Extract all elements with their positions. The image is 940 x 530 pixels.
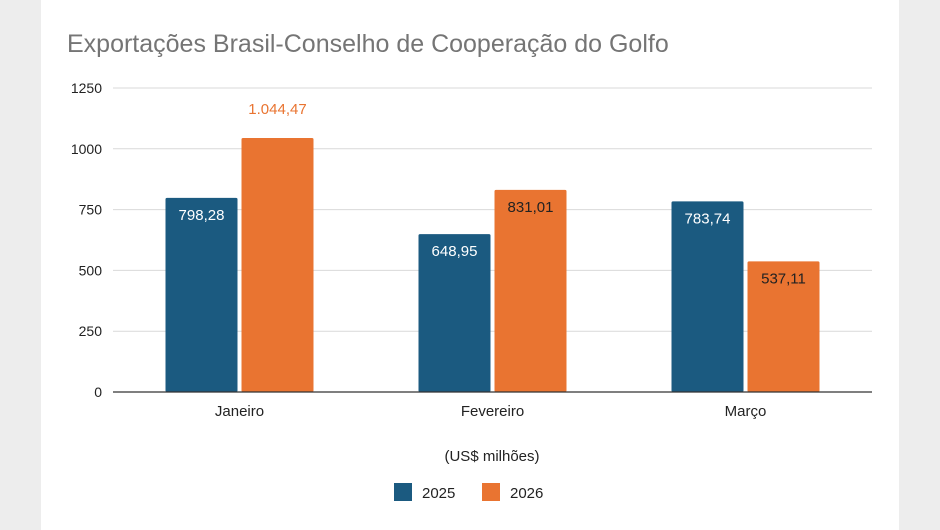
legend-label-2026: 2026 xyxy=(510,485,543,502)
y-tick-label-250: 250 xyxy=(79,323,103,339)
legend: 2025 2026 xyxy=(394,483,543,502)
y-tick-label-750: 750 xyxy=(79,202,103,218)
bars xyxy=(165,137,820,392)
bar-2026-0 xyxy=(241,137,314,392)
y-axis-ticks: 0 250 500 750 1000 1250 xyxy=(71,80,102,400)
data-label-2025-0: 798,28 xyxy=(179,207,225,224)
data-label-2026-0: 1.044,47 xyxy=(248,101,306,118)
data-label-2026-2: 537,11 xyxy=(761,270,806,287)
data-label-2025-2: 783,74 xyxy=(685,210,731,227)
chart-card: Exportações Brasil-Conselho de Cooperaçã… xyxy=(41,0,899,530)
legend-swatch-2025 xyxy=(394,483,412,501)
bar-2025-2 xyxy=(671,201,744,392)
category-label-2: Março xyxy=(725,403,767,420)
bar-2025-0 xyxy=(165,197,238,392)
y-tick-label-1250: 1250 xyxy=(71,80,102,96)
category-label-1: Fevereiro xyxy=(461,403,524,420)
gridlines xyxy=(113,87,872,332)
data-label-2025-1: 648,95 xyxy=(432,243,478,260)
data-labels: 798,28 1.044,47 648,95 831,01 783,74 537,11 xyxy=(179,101,806,287)
legend-label-2025: 2025 xyxy=(422,485,455,502)
y-tick-label-500: 500 xyxy=(79,262,103,278)
chart-title: Exportações Brasil-Conselho de Cooperaçã… xyxy=(67,30,669,58)
legend-swatch-2026 xyxy=(482,483,500,501)
bar-2025-1 xyxy=(418,234,491,392)
y-tick-label-1000: 1000 xyxy=(71,141,102,157)
chart: Exportações Brasil-Conselho de Cooperaçã… xyxy=(67,30,872,502)
bar-2026-1 xyxy=(494,189,567,392)
x-axis-label: (US$ milhões) xyxy=(444,448,539,465)
x-axis-categories: Janeiro Fevereiro Março xyxy=(215,403,766,420)
category-label-0: Janeiro xyxy=(215,403,264,420)
data-label-2026-1: 831,01 xyxy=(508,199,554,216)
bar-2026-2 xyxy=(747,261,820,392)
y-tick-label-0: 0 xyxy=(94,384,102,400)
